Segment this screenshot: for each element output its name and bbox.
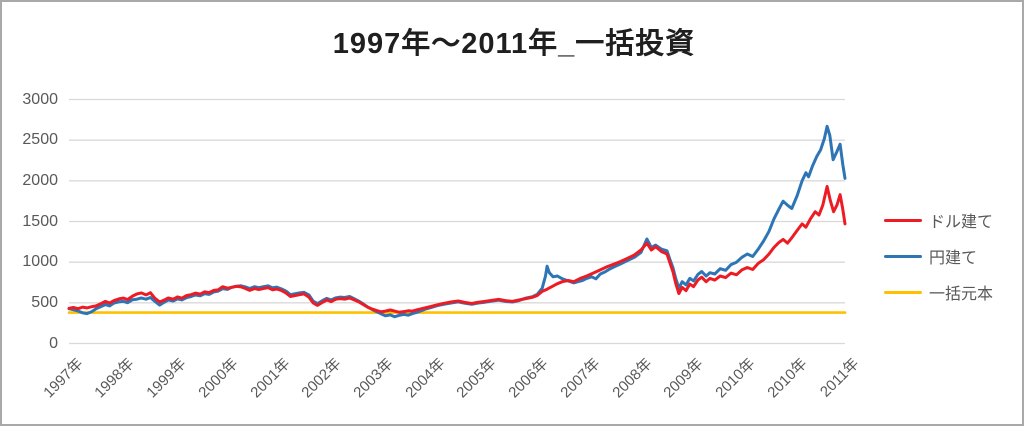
series-line-0 (67, 185, 847, 314)
chart-title: 1997年～2011年_一括投資 (332, 28, 696, 60)
y-axis-tick-label: 0 (49, 334, 58, 352)
legend-line-swatch (884, 254, 922, 258)
y-axis-tick-label: 1500 (22, 212, 58, 230)
y-axis-tick-label: 3000 (22, 90, 58, 108)
y-axis-tick-label: 2000 (22, 171, 58, 189)
legend-line-swatch (884, 290, 922, 294)
legend-label: 一括元本 (929, 286, 994, 303)
y-axis-tick-label: 500 (31, 293, 58, 311)
legend-label: 円建て (929, 250, 978, 267)
y-axis-tick-label: 2500 (22, 131, 58, 149)
legend-label: ドル建て (929, 214, 994, 231)
legend-line-swatch (884, 218, 922, 222)
legend-item: 円建て (884, 244, 977, 268)
legend-item: ドル建て (884, 208, 993, 232)
y-axis-tick-label: 1000 (22, 253, 58, 271)
legend-item: 一括元本 (884, 280, 993, 304)
